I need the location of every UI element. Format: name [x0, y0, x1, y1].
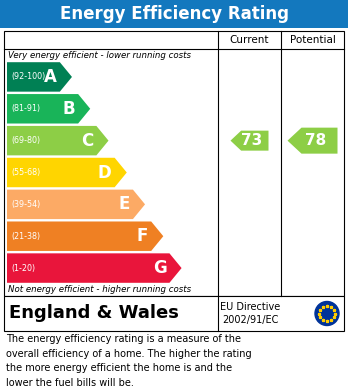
Text: (39-54): (39-54) — [11, 200, 40, 209]
Polygon shape — [287, 127, 338, 154]
Text: Energy Efficiency Rating: Energy Efficiency Rating — [60, 5, 288, 23]
Text: 73: 73 — [241, 133, 262, 148]
Text: F: F — [137, 227, 148, 245]
Bar — [4, 31, 344, 296]
Text: 78: 78 — [305, 133, 326, 148]
Text: The energy efficiency rating is a measure of the
overall efficiency of a home. T: The energy efficiency rating is a measur… — [6, 334, 252, 387]
Polygon shape — [7, 94, 90, 124]
Text: Potential: Potential — [290, 35, 335, 45]
Polygon shape — [7, 158, 127, 187]
Text: Very energy efficient - lower running costs: Very energy efficient - lower running co… — [8, 50, 191, 59]
Text: (21-38): (21-38) — [11, 232, 40, 241]
Text: B: B — [63, 100, 75, 118]
Text: Not energy efficient - higher running costs: Not energy efficient - higher running co… — [8, 285, 191, 294]
Circle shape — [315, 301, 339, 325]
Polygon shape — [7, 221, 163, 251]
Polygon shape — [7, 190, 145, 219]
Text: Current: Current — [230, 35, 269, 45]
Polygon shape — [7, 253, 182, 283]
Text: England & Wales: England & Wales — [9, 305, 179, 323]
Text: (92-100): (92-100) — [11, 72, 45, 81]
Text: C: C — [81, 132, 93, 150]
Text: (81-91): (81-91) — [11, 104, 40, 113]
Text: E: E — [119, 196, 130, 213]
Polygon shape — [7, 62, 72, 91]
Text: (69-80): (69-80) — [11, 136, 40, 145]
Text: D: D — [98, 163, 112, 181]
Text: (55-68): (55-68) — [11, 168, 40, 177]
Text: G: G — [153, 259, 166, 277]
Text: (1-20): (1-20) — [11, 264, 35, 273]
Polygon shape — [7, 126, 109, 155]
Bar — [4, 296, 344, 331]
Text: A: A — [44, 68, 57, 86]
Text: EU Directive
2002/91/EC: EU Directive 2002/91/EC — [220, 301, 280, 325]
Bar — [0, 0, 348, 28]
Polygon shape — [230, 131, 269, 151]
